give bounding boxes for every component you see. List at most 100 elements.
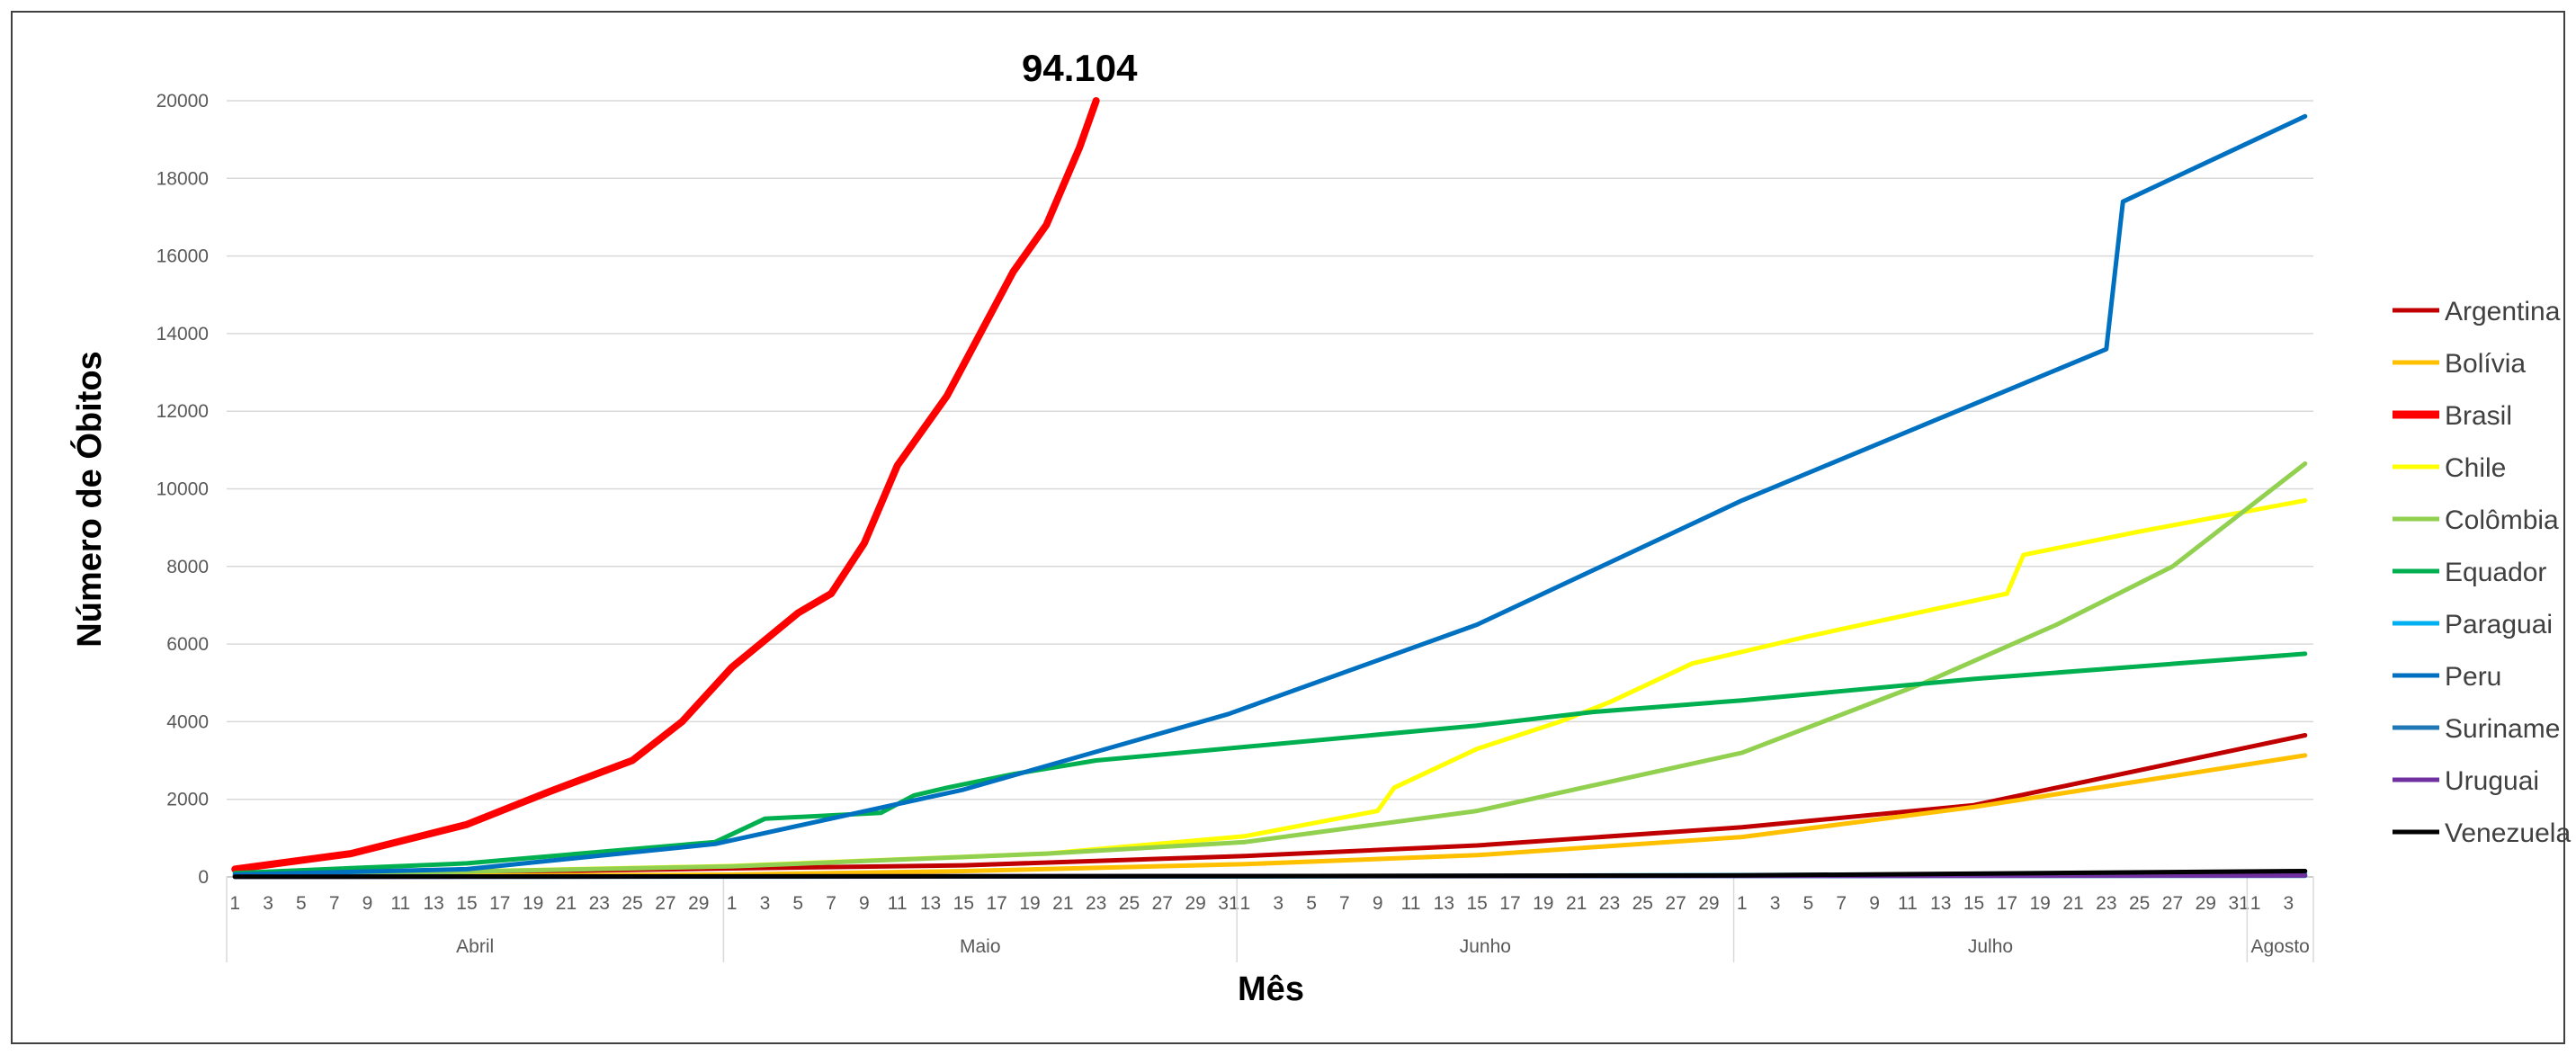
month-label: Junho — [1460, 936, 1511, 957]
month-label: Julho — [1968, 936, 2013, 957]
x-tick-label: 25 — [622, 893, 642, 914]
x-tick-label: 21 — [2062, 893, 2083, 914]
series-line-argentina — [232, 733, 2308, 879]
legend-label: Suriname — [2445, 714, 2560, 744]
x-tick-label: 31 — [1218, 893, 1239, 914]
x-tick-label: 23 — [2096, 893, 2116, 914]
x-tick-label: 7 — [1339, 893, 1350, 914]
x-tick-label: 1 — [2250, 893, 2261, 914]
x-tick-label: 29 — [2196, 893, 2216, 914]
y-tick-label: 4000 — [166, 711, 209, 732]
legend-label: Chile — [2445, 453, 2506, 483]
series-line-chile — [232, 497, 2308, 879]
x-tick-label: 27 — [2162, 893, 2183, 914]
series-lines — [231, 97, 2308, 880]
series-line-brasil — [231, 97, 1100, 873]
x-tick-label: 19 — [1533, 893, 1553, 914]
month-label: Agosto — [2250, 936, 2309, 957]
x-tick-label: 5 — [1306, 893, 1317, 914]
x-tick-label: 9 — [859, 893, 870, 914]
x-tick-label: 3 — [1273, 893, 1284, 914]
x-tick-label: 3 — [1770, 893, 1781, 914]
y-tick-label: 20000 — [157, 91, 209, 112]
x-tick-label: 15 — [1963, 893, 1984, 914]
x-tick-label: 31 — [2228, 893, 2249, 914]
x-tick-label: 17 — [489, 893, 510, 914]
x-tick-label: 7 — [329, 893, 340, 914]
x-tick-label: 21 — [1052, 893, 1073, 914]
y-tick-label: 2000 — [166, 790, 209, 810]
x-tick-label: 23 — [589, 893, 610, 914]
x-tick-label: 5 — [792, 893, 803, 914]
y-tick-labels: 0 2000 4000 6000 8000 10000 12000 14000 16000 180… — [157, 91, 209, 888]
x-tick-label: 3 — [2284, 893, 2294, 914]
legend-label: Bolívia — [2445, 349, 2526, 379]
annotation-label: 94.104 — [1022, 47, 1138, 89]
x-tick-label: 11 — [390, 893, 410, 914]
x-tick-label: 9 — [1373, 893, 1383, 914]
series-line-venezuela — [232, 869, 2308, 880]
x-tick-label: 17 — [1997, 893, 2017, 914]
x-tick-label: 17 — [987, 893, 1007, 914]
y-tick-label: 12000 — [157, 401, 209, 422]
series-line-colômbia — [232, 461, 2308, 879]
x-tick-label: 27 — [655, 893, 675, 914]
month-label: Abril — [456, 936, 494, 957]
x-tick-label: 15 — [953, 893, 974, 914]
x-tick-label: 1 — [727, 893, 738, 914]
x-tick-label: 25 — [1632, 893, 1653, 914]
legend-label: Venezuela — [2445, 818, 2571, 848]
x-tick-label: 1 — [229, 893, 240, 914]
annotations: 94.104 — [1022, 47, 1138, 89]
x-axis-title: Mês — [1238, 970, 1304, 1008]
y-tick-label: 8000 — [166, 557, 209, 577]
x-tick-label: 1 — [1240, 893, 1251, 914]
x-tick-label: 5 — [1803, 893, 1814, 914]
x-tick-label: 13 — [1434, 893, 1454, 914]
y-tick-label: 10000 — [157, 479, 209, 500]
x-tick-label: 7 — [826, 893, 836, 914]
y-axis-title: Número de Óbitos — [69, 351, 109, 647]
y-tick-label: 18000 — [157, 168, 209, 189]
x-tick-label: 3 — [263, 893, 273, 914]
x-tick-label: 19 — [2030, 893, 2051, 914]
x-tick-label: 9 — [1869, 893, 1880, 914]
y-tick-label: 6000 — [166, 634, 209, 655]
month-label: Maio — [960, 936, 1001, 957]
x-tick-label: 19 — [523, 893, 543, 914]
x-tick-label: 15 — [1466, 893, 1487, 914]
y-tick-label: 0 — [198, 867, 209, 888]
x-tick-label: 25 — [1119, 893, 1140, 914]
x-tick-label: 13 — [1930, 893, 1951, 914]
x-tick-label: 25 — [2129, 893, 2150, 914]
x-tick-label: 17 — [1499, 893, 1520, 914]
x-tick-label: 27 — [1152, 893, 1173, 914]
month-labels: Abril Maio Junho Julho Agosto — [226, 877, 2314, 962]
x-tick-label: 15 — [456, 893, 477, 914]
y-tick-label: 16000 — [157, 246, 209, 267]
legend-label: Argentina — [2445, 297, 2561, 326]
legend-label: Brasil — [2445, 401, 2512, 431]
legend-label: Paraguai — [2445, 610, 2553, 639]
legend: Argentina Bolívia Brasil Chile Colômbia Equad… — [2393, 297, 2571, 848]
x-tick-label: 11 — [1401, 893, 1421, 914]
x-tick-label: 23 — [1599, 893, 1620, 914]
legend-label: Peru — [2445, 662, 2501, 692]
x-tick-labels: 1 3 5 7 9 11 13 15 17 19 21 23 25 27 29 1 3 5 7 9 11 13 15 17 19… — [229, 893, 2294, 914]
x-tick-label: 29 — [1185, 893, 1205, 914]
series-line-peru — [232, 113, 2308, 877]
y-tick-label: 14000 — [157, 324, 209, 344]
x-tick-label: 27 — [1665, 893, 1686, 914]
x-tick-label: 5 — [296, 893, 307, 914]
x-tick-label: 13 — [920, 893, 941, 914]
x-tick-label: 7 — [1836, 893, 1847, 914]
series-line-bolívia — [232, 753, 2308, 880]
legend-label: Colômbia — [2445, 505, 2559, 535]
legend-label: Equador — [2445, 558, 2546, 587]
x-tick-label: 19 — [1019, 893, 1040, 914]
x-tick-label: 1 — [1737, 893, 1748, 914]
x-tick-label: 13 — [423, 893, 443, 914]
x-tick-label: 11 — [888, 893, 908, 914]
x-tick-label: 29 — [1698, 893, 1719, 914]
gridlines — [227, 100, 2313, 878]
